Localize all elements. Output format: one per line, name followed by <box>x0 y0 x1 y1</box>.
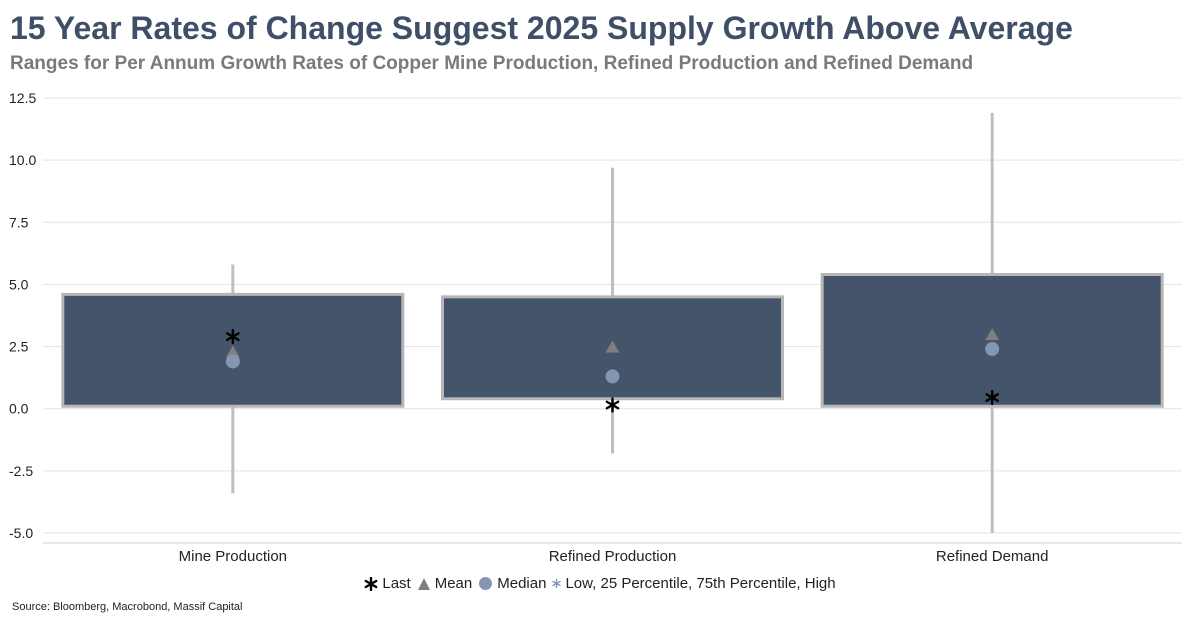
x-category-label: Refined Demand <box>936 548 1049 565</box>
legend-label-range: Low, 25 Percentile, 75th Percentile, Hig… <box>565 575 836 592</box>
chart-title: 15 Year Rates of Change Suggest 2025 Sup… <box>10 10 1073 46</box>
y-tick-label: -5.0 <box>9 525 33 541</box>
source-note: Source: Bloomberg, Macrobond, Massif Cap… <box>12 601 243 613</box>
median-marker <box>985 342 1000 357</box>
last-marker <box>605 397 620 413</box>
y-tick-label: 12.5 <box>9 90 36 106</box>
last-marker <box>225 328 240 345</box>
triangle-icon <box>417 577 430 590</box>
legend-label-last: Last <box>382 575 411 592</box>
y-axis-ticks: 12.5 10.0 7.5 5.0 2.5 0.0 -2.5 -5.0 <box>9 90 36 541</box>
y-tick-label: -2.5 <box>9 463 33 479</box>
median-marker <box>225 354 240 369</box>
chart-subtitle: Ranges for Per Annum Growth Rates of Cop… <box>10 53 974 74</box>
y-tick-label: 7.5 <box>9 214 29 230</box>
median-marker <box>605 369 620 384</box>
last-marker <box>985 389 1000 406</box>
legend-label-median: Median <box>497 575 547 592</box>
y-tick-label: 0.0 <box>9 401 29 417</box>
asterisk-icon <box>364 576 378 591</box>
x-axis-categories: Mine Production Refined Production Refined… <box>179 548 1049 565</box>
legend-item-last: Last <box>364 575 411 592</box>
circle-icon <box>479 577 493 590</box>
y-tick-label: 10.0 <box>9 152 36 168</box>
y-tick-label: 2.5 <box>9 339 29 355</box>
mean-marker <box>225 345 240 358</box>
x-category-label: Mine Production <box>179 548 287 565</box>
chart-legend: Last Mean Median Low, 25 Percentile, 75t… <box>0 575 1200 592</box>
mean-marker <box>605 340 620 353</box>
legend-item-mean: Mean <box>417 575 473 592</box>
legend-item-median: Median <box>478 575 546 592</box>
legend-item-range: Low, 25 Percentile, 75th Percentile, Hig… <box>552 575 836 592</box>
legend-label-mean: Mean <box>434 575 473 592</box>
iqr-box <box>820 272 1164 408</box>
y-tick-label: 5.0 <box>9 276 29 292</box>
x-category-label: Refined Production <box>549 548 677 565</box>
mean-marker <box>985 328 1000 341</box>
markers <box>225 328 1000 413</box>
small-asterisk-icon <box>552 579 562 588</box>
